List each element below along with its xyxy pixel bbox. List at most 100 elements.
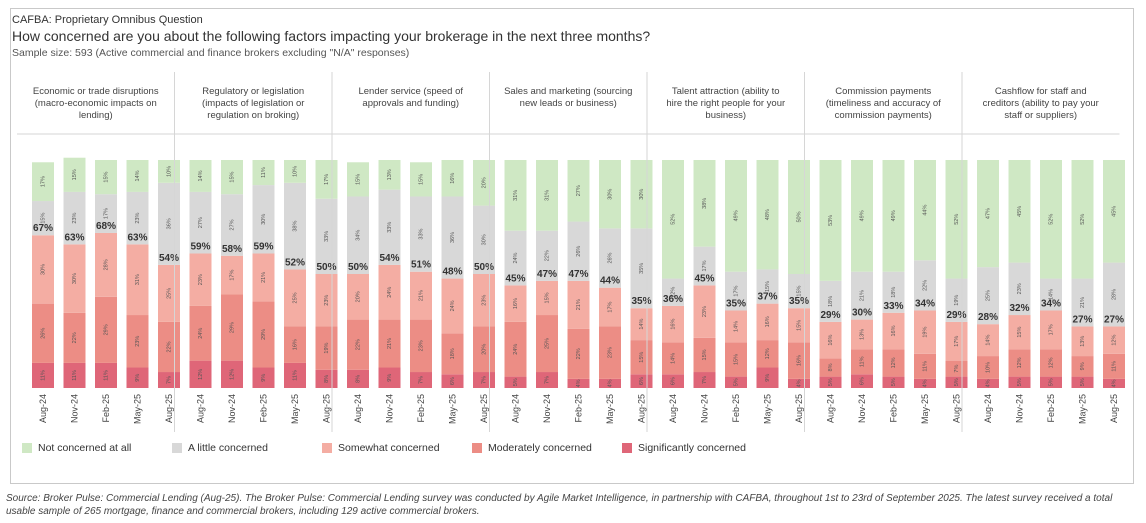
segment-label: 14% bbox=[985, 335, 991, 346]
segment-label: 17% bbox=[1048, 324, 1054, 335]
bar-segment bbox=[284, 160, 306, 183]
segment-label: 21% bbox=[576, 299, 582, 310]
bar-segment bbox=[567, 280, 590, 329]
segment-label: 22% bbox=[544, 250, 550, 261]
bar-segment bbox=[693, 372, 716, 388]
segment-label: 52% bbox=[954, 214, 960, 225]
bar-segment bbox=[882, 376, 905, 388]
segment-label: 35% bbox=[639, 263, 645, 274]
bar-segment bbox=[504, 160, 527, 231]
segment-label: 20% bbox=[355, 291, 361, 302]
bar-segment bbox=[189, 253, 212, 306]
segment-label: 17% bbox=[702, 260, 708, 271]
bar-segment bbox=[693, 285, 716, 338]
panel-title: Cashflow for staff and creditors (ability… bbox=[983, 86, 1099, 121]
segment-label: 4% bbox=[607, 379, 613, 387]
bar-segment bbox=[788, 378, 810, 388]
segment-label: 4% bbox=[985, 379, 991, 387]
segment-label: 45% bbox=[1111, 206, 1117, 217]
bar-segment bbox=[945, 376, 968, 388]
segment-label: 38% bbox=[702, 198, 708, 209]
segment-label: 12% bbox=[1111, 335, 1117, 346]
segment-label: 27% bbox=[229, 219, 235, 230]
chart-question: How concerned are you about the followin… bbox=[12, 28, 651, 44]
bar-segment bbox=[378, 367, 401, 388]
x-tick-label: May-25 bbox=[920, 394, 930, 424]
bar-segment bbox=[819, 280, 842, 322]
segment-label: 15% bbox=[355, 174, 361, 185]
bar-segment bbox=[882, 160, 905, 272]
segment-label: 4% bbox=[922, 379, 928, 387]
segment-label: 15% bbox=[72, 169, 78, 180]
total-concerned-label: 47% bbox=[537, 269, 557, 280]
segment-label: 17% bbox=[733, 285, 739, 296]
legend-swatch bbox=[172, 443, 182, 453]
segment-label: 9% bbox=[765, 374, 771, 382]
legend-item-significantly-concerned[interactable]: Significantly concerned bbox=[622, 442, 746, 454]
bar-segment bbox=[1040, 310, 1062, 350]
segment-label: 22% bbox=[166, 341, 172, 352]
bar-segment bbox=[1071, 356, 1094, 377]
segment-label: 49% bbox=[733, 210, 739, 221]
bar-segment bbox=[914, 353, 936, 379]
segment-label: 7% bbox=[702, 376, 708, 384]
bar-segment bbox=[725, 376, 747, 388]
bar-segment bbox=[347, 274, 369, 320]
total-concerned-label: 47% bbox=[568, 269, 588, 280]
bar-segment bbox=[441, 278, 464, 334]
legend-item-not-concerned[interactable]: Not concerned at all bbox=[22, 442, 131, 454]
segment-label: 23% bbox=[135, 336, 141, 347]
segment-label: 14% bbox=[733, 321, 739, 332]
bar-segment bbox=[1103, 160, 1125, 263]
x-tick-label: Feb-25 bbox=[259, 394, 269, 423]
segment-label: 15% bbox=[1017, 327, 1023, 338]
segment-label: 23% bbox=[198, 274, 204, 285]
bar-segment bbox=[95, 296, 117, 363]
bar-segment bbox=[662, 342, 684, 375]
bar-segment bbox=[32, 362, 54, 388]
legend-item-somewhat-concerned[interactable]: Somewhat concerned bbox=[322, 442, 440, 454]
bar-segment bbox=[221, 194, 243, 256]
segment-label: 5% bbox=[1017, 378, 1023, 386]
segment-label: 16% bbox=[450, 173, 456, 184]
segment-label: 17% bbox=[954, 336, 960, 347]
segment-label: 16% bbox=[292, 339, 298, 350]
bar-segment bbox=[1103, 353, 1125, 379]
segment-label: 21% bbox=[387, 338, 393, 349]
segment-label: 30% bbox=[481, 234, 487, 245]
bar-segment bbox=[756, 340, 779, 368]
legend-item-moderately-concerned[interactable]: Moderately concerned bbox=[472, 442, 592, 454]
bar-segment bbox=[252, 367, 275, 388]
legend-label: Somewhat concerned bbox=[338, 442, 440, 454]
legend-swatch bbox=[22, 443, 32, 453]
total-concerned-label: 54% bbox=[379, 253, 399, 264]
bar-segment bbox=[725, 271, 747, 311]
legend-swatch bbox=[622, 443, 632, 453]
bar-segment bbox=[599, 287, 621, 327]
total-concerned-label: 28% bbox=[978, 312, 998, 323]
segment-label: 14% bbox=[1048, 289, 1054, 300]
segment-label: 15% bbox=[796, 285, 802, 296]
segment-label: 30% bbox=[261, 214, 267, 225]
bar-segment bbox=[504, 230, 527, 286]
bar-segment bbox=[1071, 278, 1094, 327]
total-concerned-label: 35% bbox=[631, 296, 651, 307]
legend-item-a-little-concerned[interactable]: A little concerned bbox=[172, 442, 268, 454]
bar-segment bbox=[599, 160, 621, 229]
segment-label: 36% bbox=[166, 218, 172, 229]
segment-label: 12% bbox=[1017, 357, 1023, 368]
segment-label: 14% bbox=[198, 170, 204, 181]
segment-label: 19% bbox=[324, 342, 330, 353]
segment-label: 24% bbox=[513, 344, 519, 355]
bar-segment bbox=[851, 349, 873, 375]
bar-segment bbox=[662, 278, 684, 306]
segment-label: 5% bbox=[954, 378, 960, 386]
segment-label: 25% bbox=[985, 290, 991, 301]
bar-segment bbox=[693, 246, 716, 286]
segment-label: 26% bbox=[607, 252, 613, 263]
segment-label: 8% bbox=[828, 363, 834, 371]
x-tick-label: Nov-24 bbox=[542, 394, 552, 423]
bar-segment bbox=[914, 160, 936, 261]
segment-label: 26% bbox=[40, 328, 46, 339]
legend-label: Moderately concerned bbox=[488, 442, 592, 454]
